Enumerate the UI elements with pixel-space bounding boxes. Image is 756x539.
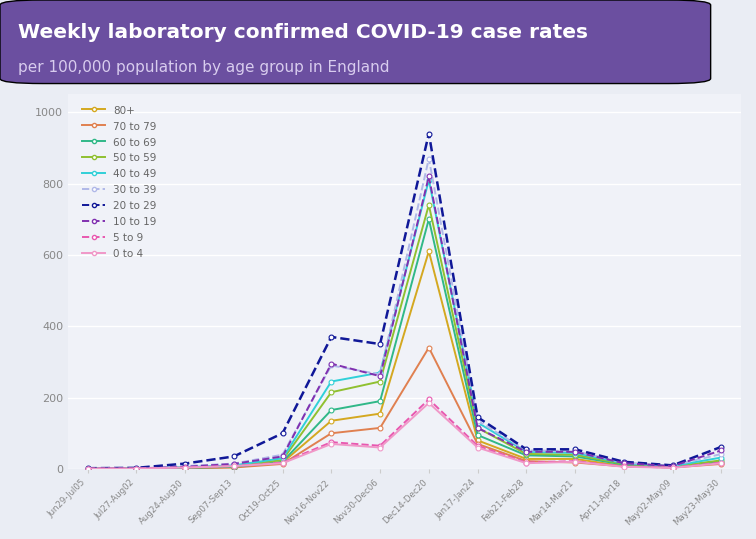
Legend: 80+, 70 to 79, 60 to 69, 50 to 59, 40 to 49, 30 to 39, 20 to 29, 10 to 19, 5 to : 80+, 70 to 79, 60 to 69, 50 to 59, 40 to… xyxy=(80,103,159,261)
Text: per 100,000 population by age group in England: per 100,000 population by age group in E… xyxy=(18,60,389,75)
Text: Weekly laboratory confirmed COVID-19 case rates: Weekly laboratory confirmed COVID-19 cas… xyxy=(18,23,587,43)
FancyBboxPatch shape xyxy=(0,0,711,84)
